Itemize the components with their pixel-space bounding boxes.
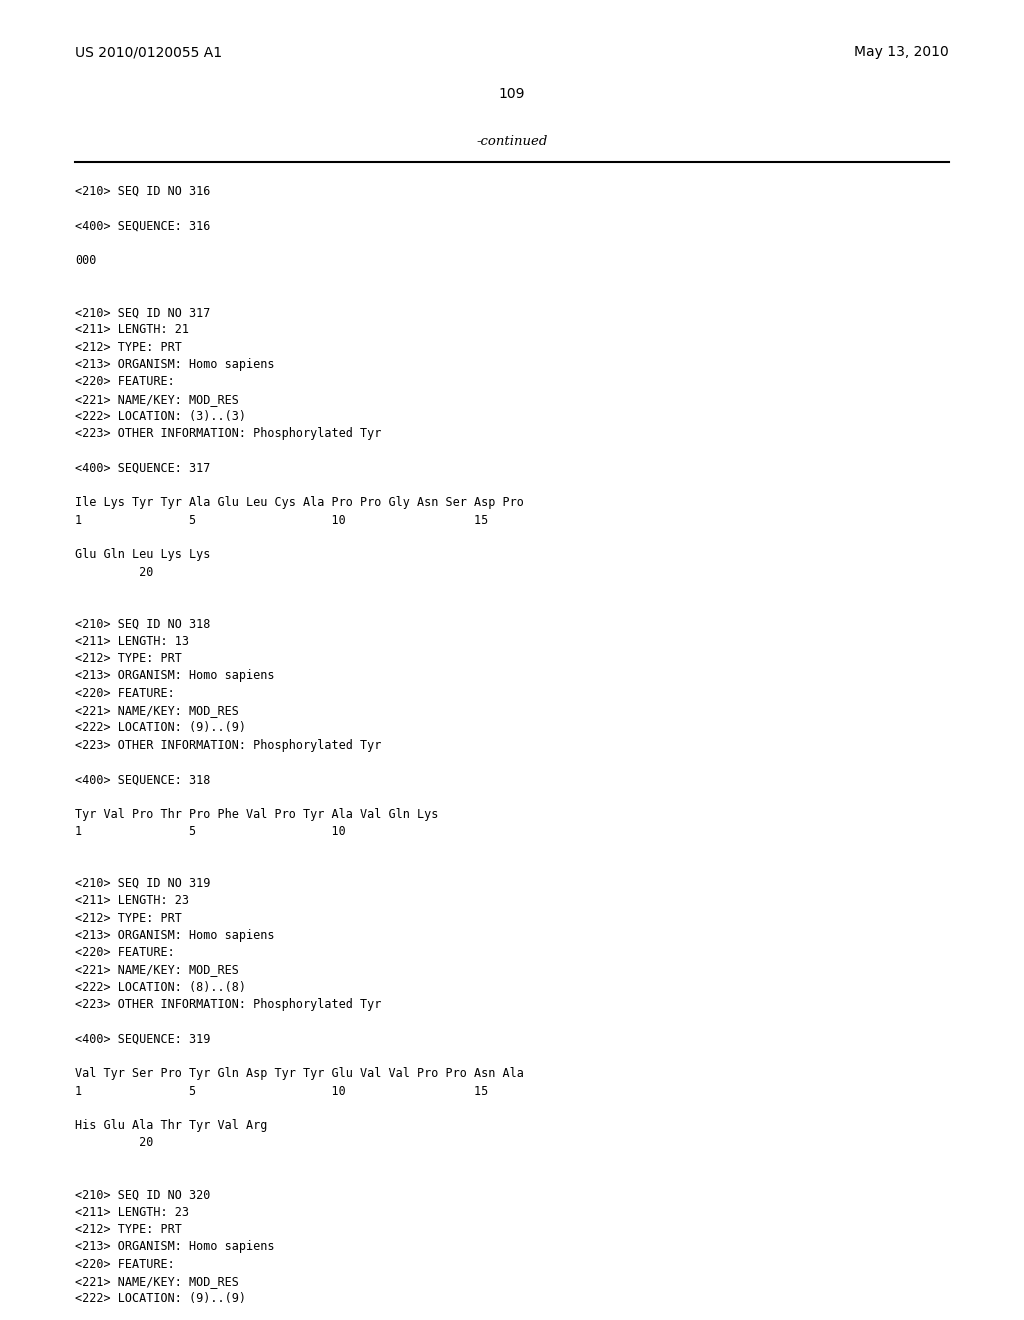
Text: <400> SEQUENCE: 317: <400> SEQUENCE: 317 (75, 462, 210, 475)
Text: <220> FEATURE:: <220> FEATURE: (75, 686, 175, 700)
Text: <212> TYPE: PRT: <212> TYPE: PRT (75, 341, 182, 354)
Text: 1               5                   10                  15: 1 5 10 15 (75, 513, 488, 527)
Text: <221> NAME/KEY: MOD_RES: <221> NAME/KEY: MOD_RES (75, 964, 239, 977)
Text: <223> OTHER INFORMATION: Phosphorylated Tyr: <223> OTHER INFORMATION: Phosphorylated … (75, 428, 381, 440)
Text: Tyr Val Pro Thr Pro Phe Val Pro Tyr Ala Val Gln Lys: Tyr Val Pro Thr Pro Phe Val Pro Tyr Ala … (75, 808, 438, 821)
Text: <220> FEATURE:: <220> FEATURE: (75, 946, 175, 960)
Text: <222> LOCATION: (3)..(3): <222> LOCATION: (3)..(3) (75, 411, 246, 422)
Text: <213> ORGANISM: Homo sapiens: <213> ORGANISM: Homo sapiens (75, 929, 274, 942)
Text: <211> LENGTH: 21: <211> LENGTH: 21 (75, 323, 189, 337)
Text: <212> TYPE: PRT: <212> TYPE: PRT (75, 1224, 182, 1236)
Text: 000: 000 (75, 255, 96, 267)
Text: <213> ORGANISM: Homo sapiens: <213> ORGANISM: Homo sapiens (75, 1241, 274, 1253)
Text: 20: 20 (75, 1137, 154, 1150)
Text: <213> ORGANISM: Homo sapiens: <213> ORGANISM: Homo sapiens (75, 358, 274, 371)
Text: <221> NAME/KEY: MOD_RES: <221> NAME/KEY: MOD_RES (75, 392, 239, 405)
Text: 109: 109 (499, 87, 525, 102)
Text: <212> TYPE: PRT: <212> TYPE: PRT (75, 652, 182, 665)
Text: <210> SEQ ID NO 316: <210> SEQ ID NO 316 (75, 185, 210, 198)
Text: Ile Lys Tyr Tyr Ala Glu Leu Cys Ala Pro Pro Gly Asn Ser Asp Pro: Ile Lys Tyr Tyr Ala Glu Leu Cys Ala Pro … (75, 496, 524, 510)
Text: May 13, 2010: May 13, 2010 (854, 45, 949, 59)
Text: <213> ORGANISM: Homo sapiens: <213> ORGANISM: Homo sapiens (75, 669, 274, 682)
Text: <221> NAME/KEY: MOD_RES: <221> NAME/KEY: MOD_RES (75, 1275, 239, 1288)
Text: <211> LENGTH: 23: <211> LENGTH: 23 (75, 895, 189, 907)
Text: <400> SEQUENCE: 318: <400> SEQUENCE: 318 (75, 774, 210, 787)
Text: <220> FEATURE:: <220> FEATURE: (75, 1258, 175, 1271)
Text: <222> LOCATION: (8)..(8): <222> LOCATION: (8)..(8) (75, 981, 246, 994)
Text: His Glu Ala Thr Tyr Val Arg: His Glu Ala Thr Tyr Val Arg (75, 1119, 267, 1133)
Text: 1               5                   10                  15: 1 5 10 15 (75, 1085, 488, 1098)
Text: <223> OTHER INFORMATION: Phosphorylated Tyr: <223> OTHER INFORMATION: Phosphorylated … (75, 998, 381, 1011)
Text: <211> LENGTH: 23: <211> LENGTH: 23 (75, 1205, 189, 1218)
Text: <400> SEQUENCE: 319: <400> SEQUENCE: 319 (75, 1032, 210, 1045)
Text: <222> LOCATION: (9)..(9): <222> LOCATION: (9)..(9) (75, 1292, 246, 1305)
Text: <222> LOCATION: (9)..(9): <222> LOCATION: (9)..(9) (75, 721, 246, 734)
Text: US 2010/0120055 A1: US 2010/0120055 A1 (75, 45, 222, 59)
Text: Glu Gln Leu Lys Lys: Glu Gln Leu Lys Lys (75, 548, 210, 561)
Text: <223> OTHER INFORMATION: Phosphorylated Tyr: <223> OTHER INFORMATION: Phosphorylated … (75, 739, 381, 751)
Text: <212> TYPE: PRT: <212> TYPE: PRT (75, 912, 182, 924)
Text: <210> SEQ ID NO 318: <210> SEQ ID NO 318 (75, 618, 210, 631)
Text: <220> FEATURE:: <220> FEATURE: (75, 375, 175, 388)
Text: <400> SEQUENCE: 316: <400> SEQUENCE: 316 (75, 219, 210, 232)
Text: -continued: -continued (476, 135, 548, 148)
Text: 1               5                   10: 1 5 10 (75, 825, 346, 838)
Text: <210> SEQ ID NO 317: <210> SEQ ID NO 317 (75, 306, 210, 319)
Text: Val Tyr Ser Pro Tyr Gln Asp Tyr Tyr Glu Val Val Pro Pro Asn Ala: Val Tyr Ser Pro Tyr Gln Asp Tyr Tyr Glu … (75, 1068, 524, 1080)
Text: <210> SEQ ID NO 320: <210> SEQ ID NO 320 (75, 1188, 210, 1201)
Text: <211> LENGTH: 13: <211> LENGTH: 13 (75, 635, 189, 648)
Text: 20: 20 (75, 565, 154, 578)
Text: <221> NAME/KEY: MOD_RES: <221> NAME/KEY: MOD_RES (75, 704, 239, 717)
Text: <210> SEQ ID NO 319: <210> SEQ ID NO 319 (75, 876, 210, 890)
